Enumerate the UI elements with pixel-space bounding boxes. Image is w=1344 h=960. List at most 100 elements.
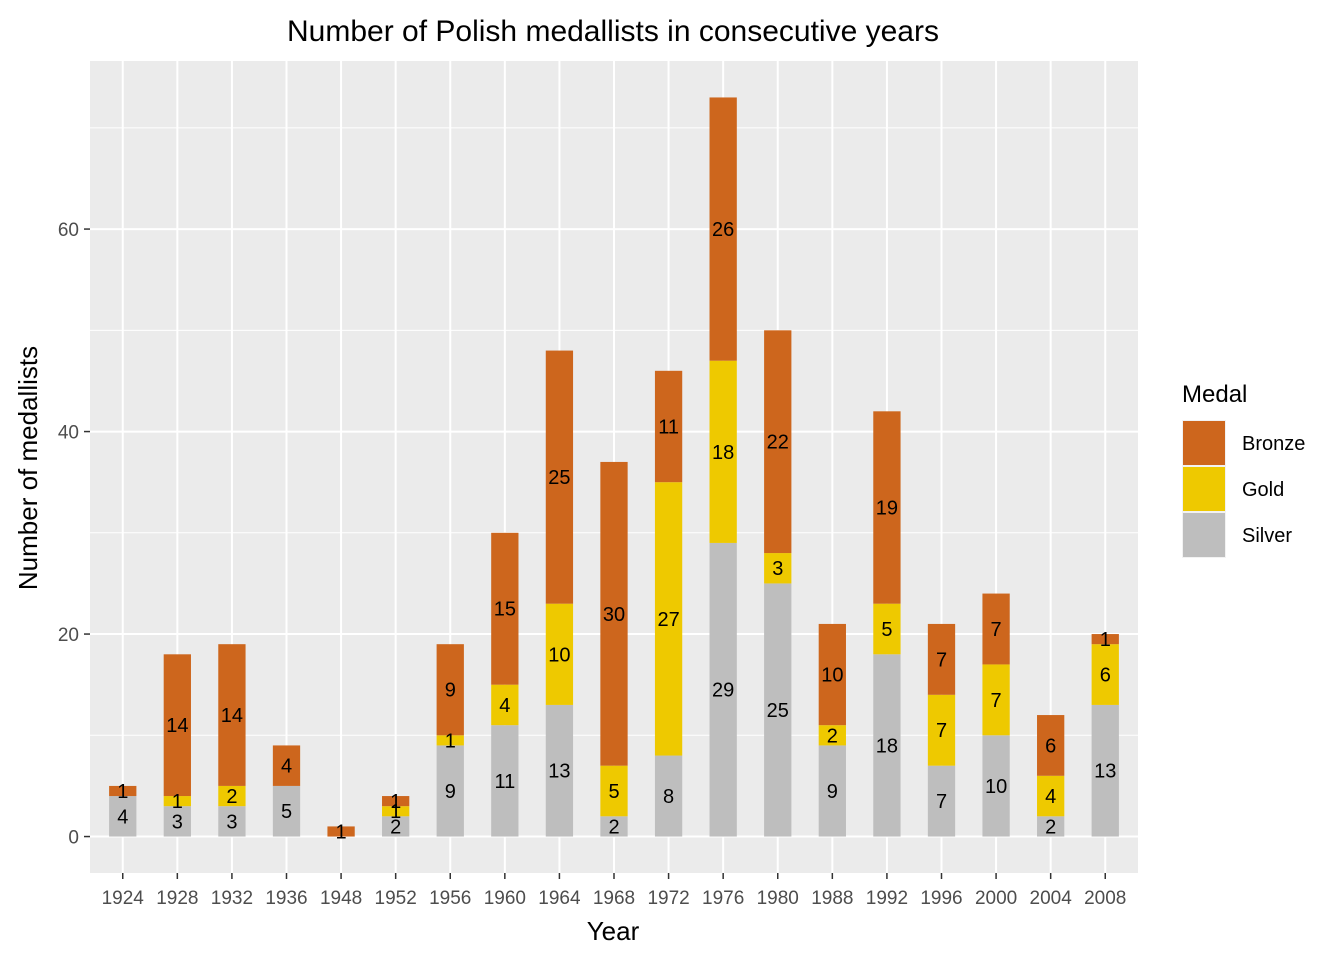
bar-label-bronze-1988: 10 xyxy=(821,665,843,687)
bar-label-gold-1996: 7 xyxy=(936,720,947,742)
bar-label-silver-1988: 9 xyxy=(827,781,838,803)
bar-label-bronze-1996: 7 xyxy=(936,649,947,671)
y-axis-title: Number of medallists xyxy=(13,346,43,590)
y-tick-label-60: 60 xyxy=(58,220,79,241)
bar-segment-bronze-1996 xyxy=(927,623,956,695)
bar-label-silver-1956: 9 xyxy=(445,781,456,803)
x-tick-label-1996: 1996 xyxy=(920,888,962,909)
bar-label-silver-1976: 29 xyxy=(712,680,734,702)
bar-label-silver-1952: 2 xyxy=(390,816,401,838)
x-tick-label-1992: 1992 xyxy=(866,888,908,909)
bar-segment-bronze-1988 xyxy=(818,623,846,726)
bar-label-silver-1932: 3 xyxy=(226,811,237,833)
bar-label-gold-1932: 2 xyxy=(226,786,237,808)
bar-segment-silver-1980 xyxy=(764,583,792,837)
bar-segment-bronze-2000 xyxy=(982,593,1010,665)
bar-label-bronze-1968: 30 xyxy=(603,604,625,626)
x-tick-label-1968: 1968 xyxy=(593,888,635,909)
bar-segment-gold-2004 xyxy=(1037,775,1065,817)
x-tick-label-1948: 1948 xyxy=(320,888,362,909)
bar-label-gold-2000: 7 xyxy=(991,690,1002,712)
bar-label-bronze-1936: 4 xyxy=(281,756,292,778)
bar-label-gold-1960: 4 xyxy=(499,695,510,717)
bar-label-gold-1952: 1 xyxy=(390,801,401,823)
bar-label-silver-1980: 25 xyxy=(767,700,789,722)
x-tick-label-1932: 1932 xyxy=(211,888,253,909)
bar-segment-silver-1932 xyxy=(218,806,246,837)
bar-segment-bronze-1980 xyxy=(764,330,792,554)
y-axis-ticks: 0 20 40 60 xyxy=(58,220,90,849)
bar-label-silver-2000: 10 xyxy=(985,776,1007,798)
bar-segment-gold-1956 xyxy=(436,735,464,746)
bar-label-gold-1968: 5 xyxy=(608,781,619,803)
bar-segment-bronze-1924 xyxy=(109,785,137,797)
chart-title: Number of Polish medallists in consecuti… xyxy=(287,15,939,48)
x-axis-title: Year xyxy=(587,916,640,946)
bar-label-silver-1968: 2 xyxy=(608,816,619,838)
bar-label-silver-1964: 13 xyxy=(548,761,570,783)
bar-segment-gold-1976 xyxy=(709,360,737,543)
bar-label-gold-1988: 2 xyxy=(827,725,838,747)
bar-segment-gold-1960 xyxy=(491,684,519,726)
bar-segment-bronze-1948 xyxy=(327,826,355,837)
y-tick-label-40: 40 xyxy=(58,423,79,444)
bar-segment-gold-1996 xyxy=(927,694,956,766)
x-tick-label-1952: 1952 xyxy=(375,888,417,909)
bar-segment-gold-1972 xyxy=(654,482,683,756)
bar-segment-silver-1928 xyxy=(163,806,191,837)
bar-label-silver-1928: 3 xyxy=(172,811,183,833)
x-tick-label-1924: 1924 xyxy=(102,888,145,909)
bar-label-bronze-1972: 11 xyxy=(658,417,679,439)
bar-label-silver-1936: 5 xyxy=(281,801,292,823)
legend-label-gold: Gold xyxy=(1242,479,1284,501)
bar-segment-bronze-1956 xyxy=(436,644,464,736)
bar-label-gold-1928: 1 xyxy=(172,791,183,813)
bar-label-silver-1996: 7 xyxy=(936,791,947,813)
bar-label-bronze-1932: 14 xyxy=(221,705,243,727)
bar-segment-bronze-1968 xyxy=(600,461,628,766)
bar-label-bronze-1952: 1 xyxy=(390,791,401,813)
bar-segment-gold-1988 xyxy=(818,725,846,746)
bar-segment-gold-1928 xyxy=(163,796,191,807)
x-tick-label-2008: 2008 xyxy=(1084,888,1126,909)
bar-segment-bronze-1964 xyxy=(545,350,574,604)
bar-label-gold-1964: 10 xyxy=(548,644,570,666)
x-tick-label-1964: 1964 xyxy=(538,888,581,909)
bar-segment-bronze-1992 xyxy=(873,411,901,604)
legend-swatch-bronze xyxy=(1183,421,1225,465)
bar-segment-silver-1996 xyxy=(927,765,956,837)
bar-segment-gold-1980 xyxy=(764,553,792,584)
y-tick-label-20: 20 xyxy=(58,625,79,646)
bar-segment-silver-1924 xyxy=(109,796,137,837)
bar-segment-silver-2004 xyxy=(1037,816,1065,837)
bar-label-bronze-1924: 1 xyxy=(117,781,128,803)
bar-label-bronze-1992: 19 xyxy=(876,497,898,519)
bar-label-bronze-1976: 26 xyxy=(712,219,734,241)
x-tick-label-1936: 1936 xyxy=(265,888,307,909)
bar-segment-gold-1932 xyxy=(218,785,246,807)
bar-label-bronze-1948: 1 xyxy=(336,821,347,843)
bars xyxy=(109,97,1119,837)
x-tick-label-2000: 2000 xyxy=(975,888,1017,909)
x-tick-label-1988: 1988 xyxy=(811,888,853,909)
bar-segment-bronze-1932 xyxy=(218,644,246,786)
bar-label-gold-1980: 3 xyxy=(772,558,783,580)
bar-label-silver-2008: 13 xyxy=(1094,761,1116,783)
x-tick-label-1960: 1960 xyxy=(484,888,526,909)
y-tick-label-0: 0 xyxy=(68,828,79,849)
x-axis-ticks: 1924 1928 1932 1936 1948 1952 1956 1960 1964 1968… xyxy=(102,873,1126,909)
bar-label-bronze-1964: 25 xyxy=(548,467,570,489)
bar-label-silver-1992: 18 xyxy=(876,735,898,757)
bar-label-silver-1960: 11 xyxy=(494,771,515,793)
x-tick-label-1976: 1976 xyxy=(702,888,744,909)
bar-segment-silver-1964 xyxy=(545,704,574,837)
bar-label-bronze-1928: 14 xyxy=(166,715,188,737)
bar-segment-silver-1972 xyxy=(654,755,683,837)
bar-segment-bronze-1928 xyxy=(163,654,191,797)
bar-segment-gold-1968 xyxy=(600,765,628,817)
bar-label-bronze-1980: 22 xyxy=(767,432,789,454)
bar-label-bronze-1956: 9 xyxy=(445,680,456,702)
legend-label-silver: Silver xyxy=(1242,525,1292,547)
bar-segment-gold-1964 xyxy=(545,603,574,705)
